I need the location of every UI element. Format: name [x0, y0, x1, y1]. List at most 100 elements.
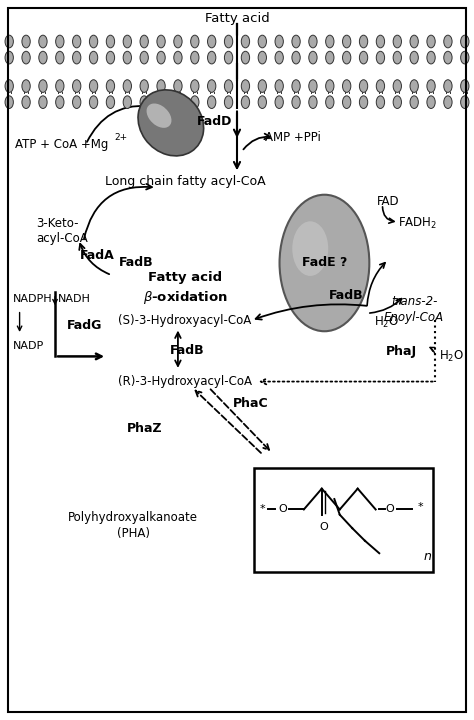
Circle shape — [343, 51, 351, 64]
Circle shape — [157, 80, 165, 92]
Circle shape — [444, 96, 452, 109]
Circle shape — [55, 80, 64, 92]
Text: 2+: 2+ — [114, 133, 127, 143]
Circle shape — [444, 35, 452, 48]
Circle shape — [73, 96, 81, 109]
Circle shape — [461, 96, 469, 109]
Text: O: O — [278, 505, 287, 515]
Circle shape — [241, 35, 250, 48]
Circle shape — [123, 51, 131, 64]
Text: FadG: FadG — [67, 319, 102, 332]
Circle shape — [5, 51, 13, 64]
Circle shape — [224, 51, 233, 64]
Circle shape — [208, 35, 216, 48]
Circle shape — [5, 80, 13, 92]
Text: H$_2$O: H$_2$O — [439, 349, 465, 364]
Circle shape — [140, 80, 148, 92]
Text: NADPH: NADPH — [12, 294, 52, 304]
Circle shape — [343, 35, 351, 48]
Text: FadE ?: FadE ? — [302, 256, 347, 269]
Circle shape — [39, 96, 47, 109]
Circle shape — [174, 80, 182, 92]
Circle shape — [157, 96, 165, 109]
Circle shape — [444, 51, 452, 64]
Circle shape — [140, 35, 148, 48]
Circle shape — [174, 51, 182, 64]
Circle shape — [90, 51, 98, 64]
Circle shape — [275, 35, 283, 48]
Circle shape — [55, 51, 64, 64]
Circle shape — [410, 96, 419, 109]
Circle shape — [140, 51, 148, 64]
Circle shape — [106, 35, 115, 48]
Circle shape — [275, 80, 283, 92]
Text: H$_2$O: H$_2$O — [374, 315, 399, 330]
Text: FAD: FAD — [376, 195, 399, 208]
Circle shape — [359, 35, 368, 48]
Circle shape — [309, 35, 317, 48]
Text: O: O — [319, 522, 328, 532]
Circle shape — [55, 35, 64, 48]
Circle shape — [106, 80, 115, 92]
Circle shape — [326, 96, 334, 109]
Circle shape — [292, 96, 300, 109]
Circle shape — [208, 96, 216, 109]
Circle shape — [309, 96, 317, 109]
Circle shape — [309, 80, 317, 92]
Circle shape — [224, 80, 233, 92]
Text: FadB: FadB — [170, 344, 205, 357]
Text: O: O — [386, 505, 394, 515]
Circle shape — [174, 96, 182, 109]
Circle shape — [427, 96, 435, 109]
Text: (S)-3-Hydroxyacyl-CoA: (S)-3-Hydroxyacyl-CoA — [118, 314, 252, 327]
Text: $n$: $n$ — [423, 550, 432, 563]
Circle shape — [224, 96, 233, 109]
Circle shape — [191, 51, 199, 64]
Circle shape — [174, 35, 182, 48]
Circle shape — [444, 80, 452, 92]
Circle shape — [39, 35, 47, 48]
Text: 3-Keto-
acyl-CoA: 3-Keto- acyl-CoA — [36, 217, 88, 245]
Circle shape — [73, 51, 81, 64]
Text: ATP + CoA +Mg: ATP + CoA +Mg — [15, 138, 108, 151]
Circle shape — [292, 51, 300, 64]
Circle shape — [106, 51, 115, 64]
Circle shape — [275, 96, 283, 109]
Circle shape — [427, 80, 435, 92]
Circle shape — [208, 51, 216, 64]
Circle shape — [461, 51, 469, 64]
Circle shape — [410, 35, 419, 48]
Circle shape — [275, 51, 283, 64]
Circle shape — [359, 51, 368, 64]
Circle shape — [427, 51, 435, 64]
Circle shape — [90, 80, 98, 92]
Circle shape — [224, 35, 233, 48]
Circle shape — [123, 35, 131, 48]
Circle shape — [292, 80, 300, 92]
Circle shape — [376, 51, 384, 64]
Circle shape — [241, 96, 250, 109]
Text: PhaC: PhaC — [233, 397, 269, 410]
Circle shape — [22, 96, 30, 109]
Circle shape — [208, 80, 216, 92]
Circle shape — [393, 35, 401, 48]
Circle shape — [292, 35, 300, 48]
Text: AMP +PPi: AMP +PPi — [265, 131, 321, 144]
Circle shape — [376, 96, 384, 109]
Circle shape — [326, 35, 334, 48]
Text: Fatty acid
$\beta$-oxidation: Fatty acid $\beta$-oxidation — [143, 271, 228, 305]
Text: FADH$_2$: FADH$_2$ — [398, 216, 437, 231]
Circle shape — [461, 80, 469, 92]
Circle shape — [393, 80, 401, 92]
Circle shape — [90, 35, 98, 48]
Circle shape — [258, 51, 266, 64]
Ellipse shape — [146, 104, 172, 128]
Circle shape — [410, 51, 419, 64]
Circle shape — [258, 35, 266, 48]
Circle shape — [241, 80, 250, 92]
Circle shape — [410, 80, 419, 92]
Circle shape — [73, 80, 81, 92]
Circle shape — [39, 80, 47, 92]
Circle shape — [5, 96, 13, 109]
Circle shape — [73, 35, 81, 48]
